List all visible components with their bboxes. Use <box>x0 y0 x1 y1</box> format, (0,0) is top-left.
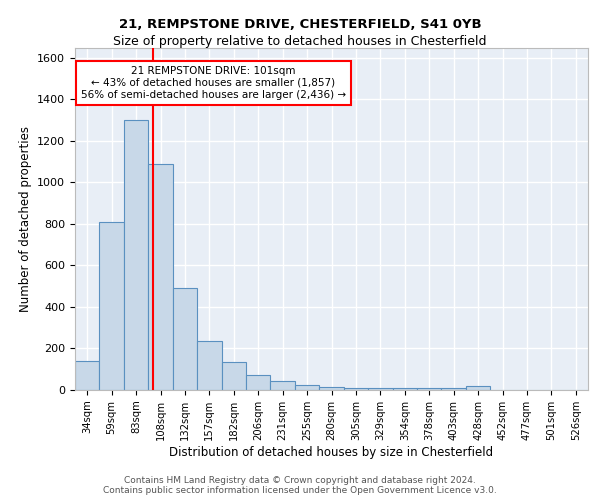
Bar <box>417 388 442 390</box>
Bar <box>368 388 392 390</box>
Bar <box>295 385 319 390</box>
Bar <box>100 222 124 390</box>
Y-axis label: Number of detached properties: Number of detached properties <box>19 126 32 312</box>
Text: Contains HM Land Registry data © Crown copyright and database right 2024.
Contai: Contains HM Land Registry data © Crown c… <box>103 476 497 495</box>
Bar <box>344 388 368 390</box>
Bar <box>466 386 490 390</box>
Bar <box>173 288 197 390</box>
Bar <box>319 387 344 390</box>
Bar <box>442 388 466 390</box>
X-axis label: Distribution of detached houses by size in Chesterfield: Distribution of detached houses by size … <box>169 446 494 458</box>
Bar <box>124 120 148 390</box>
Bar <box>197 341 221 390</box>
Bar <box>75 361 100 390</box>
Text: 21, REMPSTONE DRIVE, CHESTERFIELD, S41 0YB: 21, REMPSTONE DRIVE, CHESTERFIELD, S41 0… <box>119 18 481 30</box>
Bar <box>148 164 173 390</box>
Bar <box>221 362 246 390</box>
Text: Size of property relative to detached houses in Chesterfield: Size of property relative to detached ho… <box>113 35 487 48</box>
Text: 21 REMPSTONE DRIVE: 101sqm
← 43% of detached houses are smaller (1,857)
56% of s: 21 REMPSTONE DRIVE: 101sqm ← 43% of deta… <box>81 66 346 100</box>
Bar <box>392 388 417 390</box>
Bar <box>246 376 271 390</box>
Bar <box>271 382 295 390</box>
